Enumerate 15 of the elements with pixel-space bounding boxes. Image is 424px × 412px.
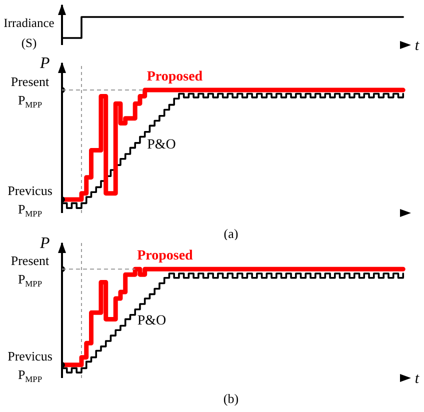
series-label: Proposed (146, 70, 203, 85)
series-label: P&O (147, 137, 176, 152)
x-axis-title: t (414, 38, 420, 54)
series-label: Proposed (137, 248, 194, 264)
y-axis-title: P (39, 54, 51, 74)
y-axis-title: P (39, 234, 51, 254)
text: (b) (223, 390, 239, 406)
text: Present P$_{MPP}$ (10, 73, 50, 110)
y-axis-title: Irradiance (S) (4, 16, 55, 50)
series-label: P&O (137, 314, 166, 329)
x-axis-title: t (414, 371, 420, 387)
text: Previcus P$_{MPP}$ (8, 182, 52, 219)
text: (a) (224, 226, 238, 240)
text: Present P$_{MPP}$ (10, 252, 50, 288)
text: Previcus P$_{MPP}$ (8, 348, 52, 384)
